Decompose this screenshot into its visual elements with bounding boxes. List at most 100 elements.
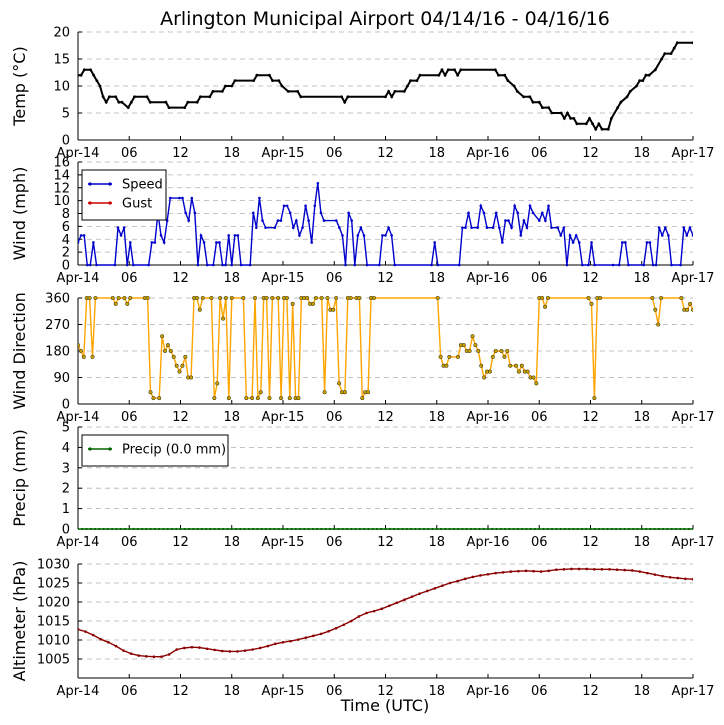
altimeter-point	[304, 636, 308, 640]
direction-point	[81, 354, 86, 359]
wind-point	[660, 234, 664, 237]
precip-point	[217, 527, 221, 531]
temp-point	[493, 68, 497, 72]
wind-point	[611, 263, 615, 267]
temp-point	[409, 79, 413, 82]
temp-xtick-label: Apr-17	[672, 146, 715, 161]
altimeter-point	[509, 570, 513, 573]
wind-xtick-label: 18	[223, 271, 240, 286]
altimeter-point	[220, 649, 224, 653]
wind-point	[341, 234, 344, 237]
direction-point	[151, 396, 156, 401]
direction-point	[160, 334, 165, 339]
wind-point	[430, 263, 433, 267]
altimeter-point	[334, 626, 338, 630]
precip-point	[679, 527, 682, 531]
precip-point	[290, 527, 293, 531]
direction-xtick-label: 18	[428, 410, 445, 425]
wind-ytick-label: 2	[62, 246, 70, 261]
precip-point	[298, 527, 302, 531]
direction-point	[525, 369, 530, 374]
wind-point	[664, 226, 667, 229]
direction-ytick-label: 90	[53, 371, 70, 386]
wind-point	[215, 241, 218, 244]
precip-point	[555, 527, 558, 531]
wind-point	[467, 211, 470, 215]
temp-point	[183, 106, 187, 109]
altimeter-panel: 1005 1010 1015 1020 1025 1030 Apr-14 06 12 18 Apr-…	[10, 558, 714, 700]
temp-point	[98, 84, 102, 88]
wind-y-axis-label: Wind (mph)	[10, 167, 29, 261]
precip-point	[247, 527, 250, 531]
direction-point	[215, 381, 220, 386]
precip-xtick-label: 18	[633, 535, 650, 550]
direction-point	[189, 375, 194, 380]
precip-point	[585, 527, 588, 531]
direction-xtick-label: 12	[377, 410, 394, 425]
direction-point	[653, 307, 658, 312]
altimeter-point	[691, 577, 693, 581]
wind-point	[362, 234, 366, 237]
direction-point	[357, 296, 362, 301]
precip-point	[277, 527, 280, 531]
precip-point	[213, 527, 216, 531]
altimeter-point	[577, 567, 581, 571]
precip-point	[392, 527, 396, 531]
precip-point	[491, 527, 494, 531]
direction-xtick-label: 12	[172, 410, 189, 425]
precip-point	[149, 527, 152, 531]
precip-point	[358, 527, 361, 531]
altimeter-point	[129, 652, 133, 655]
wind-point	[620, 241, 624, 244]
altimeter-point	[395, 601, 399, 605]
direction-point	[589, 301, 594, 306]
wind-legend-label: Speed	[122, 178, 163, 193]
temp-point	[268, 73, 271, 77]
temp-xtick-label: 06	[531, 146, 548, 161]
temp-point	[220, 90, 224, 93]
altimeter-point	[456, 579, 459, 583]
precip-point	[615, 527, 618, 531]
wind-point	[218, 241, 221, 244]
altimeter-ytick-label: 1025	[37, 577, 70, 592]
altimeter-point	[486, 572, 490, 576]
wind-point	[568, 234, 572, 237]
wind-point	[691, 234, 693, 237]
direction-point	[223, 296, 228, 301]
temp-point	[641, 79, 645, 82]
wind-point	[507, 219, 510, 222]
temp-point	[628, 90, 632, 93]
direction-point	[276, 296, 281, 301]
direction-point	[502, 354, 507, 359]
altimeter-point	[145, 655, 148, 658]
direction-point	[113, 301, 118, 306]
direction-point	[244, 396, 249, 401]
precip-point	[546, 527, 549, 531]
temp-point	[675, 41, 679, 45]
direction-point	[331, 307, 336, 312]
altimeter-point	[615, 568, 619, 571]
precip-xtick-label: 12	[172, 535, 189, 550]
wind-point	[593, 263, 596, 267]
temp-point	[101, 95, 105, 99]
wind-point	[458, 263, 461, 267]
temp-point	[459, 68, 463, 72]
wind-point	[310, 241, 314, 244]
altimeter-point	[471, 575, 475, 579]
direction-point	[78, 343, 80, 348]
precip-point	[691, 527, 693, 531]
direction-point	[218, 296, 223, 301]
precip-point	[576, 527, 579, 531]
wind-xtick-label: 06	[326, 271, 343, 286]
direction-xtick-label: Apr-15	[262, 410, 305, 425]
direction-point	[342, 390, 347, 395]
wind-point	[577, 241, 581, 244]
precip-point	[593, 527, 596, 531]
direction-point	[310, 301, 315, 306]
temp-point	[129, 100, 133, 104]
precip-point	[405, 527, 408, 531]
wind-point	[464, 226, 467, 229]
precip-point	[341, 527, 344, 531]
wind-point	[162, 241, 166, 244]
wind-point	[298, 234, 301, 237]
